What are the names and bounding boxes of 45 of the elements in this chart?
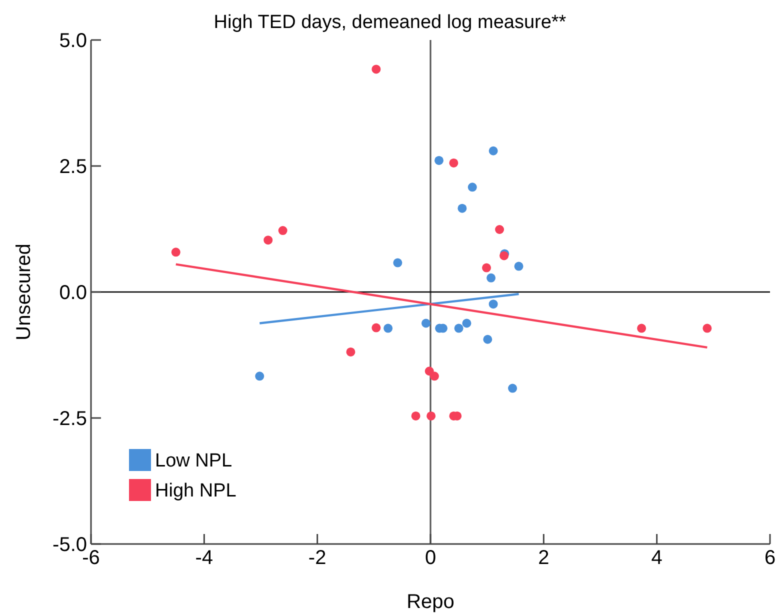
point [483, 334, 492, 344]
point [482, 263, 492, 272]
point [449, 158, 458, 168]
x-tick-label: 2 [538, 547, 550, 569]
point [372, 323, 381, 332]
x-tick-label: -4 [195, 547, 214, 569]
point [411, 411, 420, 420]
point [372, 64, 381, 74]
legend-label: High NPL [155, 480, 236, 502]
y-tick-label: -5.0 [52, 534, 87, 556]
y-tick-label: -2.5 [52, 408, 87, 430]
x-tick-label: 0 [424, 547, 436, 569]
point [458, 204, 467, 213]
point [462, 318, 472, 328]
point [468, 182, 477, 192]
point [488, 300, 498, 309]
chart-subtitle: High TED days, demeaned log measure** [214, 12, 567, 33]
point [430, 372, 439, 381]
point [421, 318, 430, 328]
point [255, 372, 264, 381]
x-axis-title: Repo [406, 591, 454, 613]
x-tick-label: 4 [651, 547, 662, 569]
point [495, 225, 504, 234]
point [264, 236, 273, 245]
point [637, 324, 646, 333]
point [384, 324, 393, 333]
point [393, 258, 402, 268]
point [434, 156, 444, 165]
point [514, 262, 524, 271]
point [508, 384, 518, 393]
y-tick-label: 5.0 [59, 30, 87, 52]
x-tick-label: -2 [308, 547, 326, 569]
point [702, 324, 712, 333]
point [278, 226, 288, 236]
x-tick-label: 6 [764, 547, 776, 569]
y-tick-label: 2.5 [59, 156, 87, 178]
point [488, 146, 498, 156]
point [426, 411, 436, 420]
y-tick-label: 0.0 [59, 282, 87, 304]
point [346, 347, 356, 356]
y-axis-title: Unsecured [13, 244, 35, 340]
point [486, 273, 496, 282]
legend-label: Low NPL [155, 450, 232, 472]
point [171, 248, 180, 257]
point [454, 324, 464, 333]
